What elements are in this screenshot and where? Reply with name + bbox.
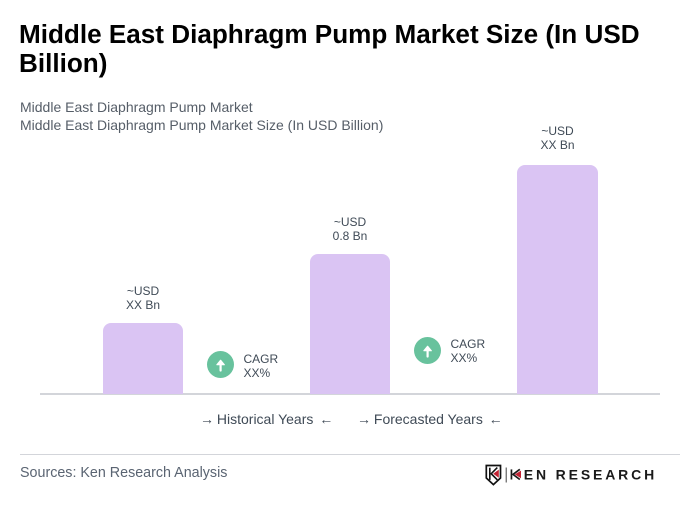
svg-text:EN RESEARCH: EN RESEARCH [524,466,657,482]
